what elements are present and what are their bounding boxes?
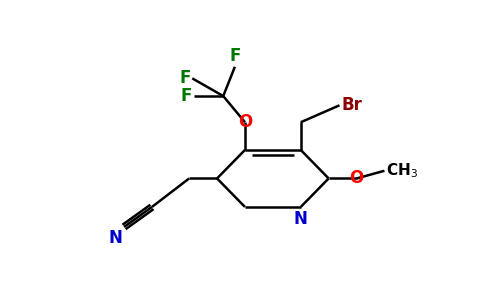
- Text: O: O: [238, 113, 252, 131]
- Text: CH$_3$: CH$_3$: [386, 161, 418, 180]
- Text: F: F: [181, 87, 192, 105]
- Text: F: F: [229, 47, 241, 65]
- Text: F: F: [180, 69, 191, 87]
- Text: N: N: [294, 210, 308, 228]
- Text: O: O: [349, 169, 363, 188]
- Text: N: N: [108, 229, 122, 247]
- Text: Br: Br: [341, 96, 362, 114]
